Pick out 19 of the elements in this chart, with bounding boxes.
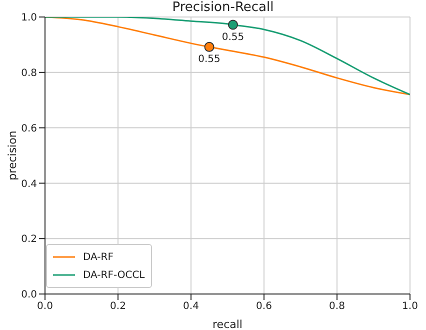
annotation: 0.55: [222, 32, 244, 43]
x-tick-label: 0.8: [329, 301, 345, 312]
y-tick-label: 0.2: [21, 234, 37, 246]
annotation: 0.55: [198, 54, 220, 66]
x-tick-label: 0.0: [37, 301, 53, 312]
y-tick-label: 0.6: [21, 123, 37, 134]
x-axis-title: recall: [212, 318, 242, 330]
x-tick-label: 0.4: [183, 301, 199, 312]
y-tick-label: 0.8: [21, 68, 37, 79]
y-tick-label: 0.0: [21, 290, 37, 301]
legend-label: DA-RF-OCCL: [83, 270, 145, 280]
x-tick-label: 0.6: [256, 301, 272, 312]
y-tick-label: 0.4: [21, 178, 37, 190]
y-tick-label: 1.0: [21, 12, 37, 24]
legend-label: DA-RF: [83, 252, 114, 262]
y-axis-title: precision: [6, 130, 19, 180]
x-tick-label: 0.2: [110, 301, 126, 312]
x-tick-label: 1.0: [402, 301, 418, 312]
chart-title: Precision-Recall: [172, 0, 274, 15]
